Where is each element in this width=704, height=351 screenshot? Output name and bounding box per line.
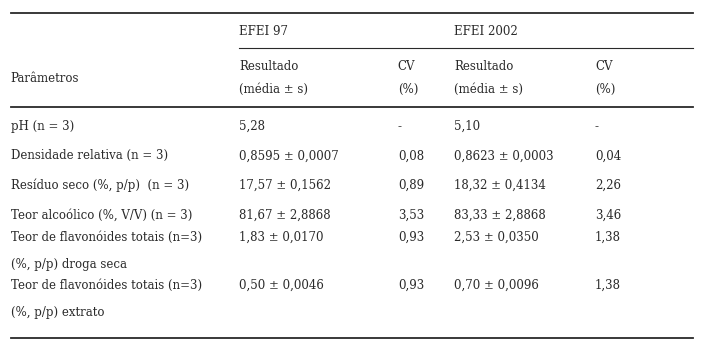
- Text: Teor de flavonóides totais (n=3): Teor de flavonóides totais (n=3): [11, 279, 201, 292]
- Text: 0,93: 0,93: [398, 279, 424, 292]
- Text: -: -: [595, 120, 599, 133]
- Text: 3,46: 3,46: [595, 208, 621, 221]
- Text: Teor de flavonóides totais (n=3): Teor de flavonóides totais (n=3): [11, 231, 201, 244]
- Text: 18,32 ± 0,4134: 18,32 ± 0,4134: [454, 179, 546, 192]
- Text: 83,33 ± 2,8868: 83,33 ± 2,8868: [454, 208, 546, 221]
- Text: 0,04: 0,04: [595, 149, 621, 163]
- Text: Teor alcoólico (%, V/V) (n = 3): Teor alcoólico (%, V/V) (n = 3): [11, 208, 192, 221]
- Text: Resultado: Resultado: [239, 60, 298, 73]
- Text: 5,10: 5,10: [454, 120, 480, 133]
- Text: Resíduo seco (%, p/p)  (n = 3): Resíduo seco (%, p/p) (n = 3): [11, 179, 189, 192]
- Text: 0,89: 0,89: [398, 179, 424, 192]
- Text: Resultado: Resultado: [454, 60, 513, 73]
- Text: pH (n = 3): pH (n = 3): [11, 120, 74, 133]
- Text: (%, p/p) extrato: (%, p/p) extrato: [11, 306, 104, 319]
- Text: Parâmetros: Parâmetros: [11, 72, 79, 86]
- Text: 0,50 ± 0,0046: 0,50 ± 0,0046: [239, 279, 325, 292]
- Text: 0,8623 ± 0,0003: 0,8623 ± 0,0003: [454, 149, 554, 163]
- Text: 17,57 ± 0,1562: 17,57 ± 0,1562: [239, 179, 332, 192]
- Text: (média ± s): (média ± s): [454, 83, 523, 96]
- Text: Densidade relativa (n = 3): Densidade relativa (n = 3): [11, 149, 168, 163]
- Text: 1,38: 1,38: [595, 279, 621, 292]
- Text: 0,08: 0,08: [398, 149, 424, 163]
- Text: CV: CV: [398, 60, 415, 73]
- Text: 81,67 ± 2,8868: 81,67 ± 2,8868: [239, 208, 331, 221]
- Text: 0,93: 0,93: [398, 231, 424, 244]
- Text: 2,26: 2,26: [595, 179, 621, 192]
- Text: (média ± s): (média ± s): [239, 83, 308, 96]
- Text: -: -: [398, 120, 402, 133]
- Text: EFEI 2002: EFEI 2002: [454, 25, 518, 38]
- Text: CV: CV: [595, 60, 612, 73]
- Text: (%, p/p) droga seca: (%, p/p) droga seca: [11, 258, 127, 271]
- Text: 1,38: 1,38: [595, 231, 621, 244]
- Text: 3,53: 3,53: [398, 208, 424, 221]
- Text: 2,53 ± 0,0350: 2,53 ± 0,0350: [454, 231, 539, 244]
- Text: (%): (%): [398, 83, 418, 96]
- Text: 0,70 ± 0,0096: 0,70 ± 0,0096: [454, 279, 539, 292]
- Text: 5,28: 5,28: [239, 120, 265, 133]
- Text: EFEI 97: EFEI 97: [239, 25, 289, 38]
- Text: 1,83 ± 0,0170: 1,83 ± 0,0170: [239, 231, 324, 244]
- Text: (%): (%): [595, 83, 615, 96]
- Text: 0,8595 ± 0,0007: 0,8595 ± 0,0007: [239, 149, 339, 163]
